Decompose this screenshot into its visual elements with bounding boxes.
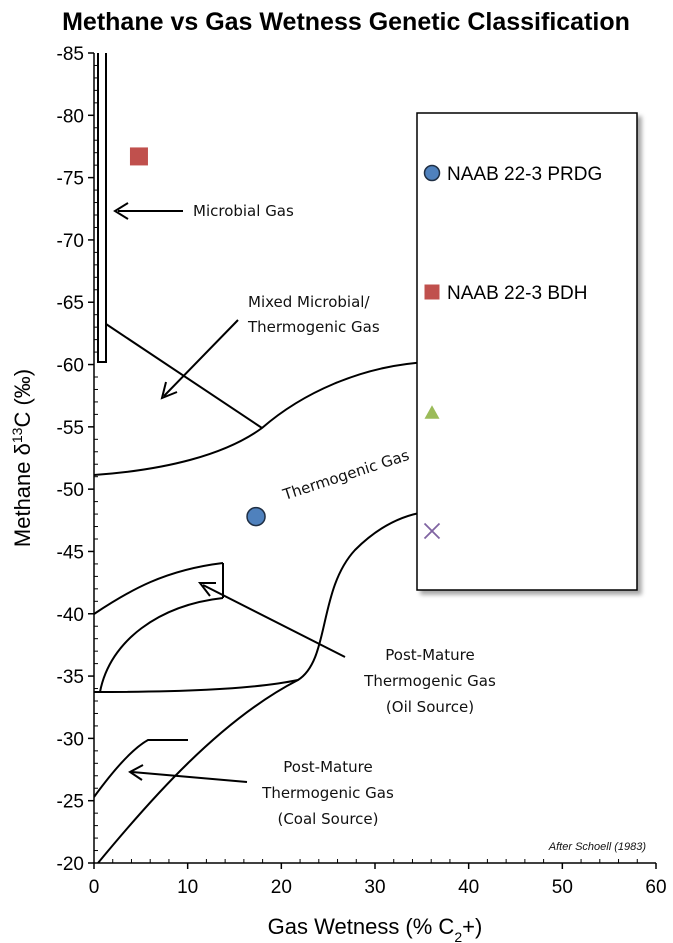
post-mature-oil-label-line3: (Oil Source) <box>386 698 474 716</box>
y-axis-label: Methane δ13C (‰) <box>9 369 35 547</box>
y-tick-label: -80 <box>57 106 84 127</box>
credit-note: After Schoell (1983) <box>548 841 647 853</box>
y-tick-label: -50 <box>57 480 84 501</box>
data-point-square <box>129 147 148 166</box>
x-tick-label: 40 <box>458 877 479 898</box>
thermogenic-upper-boundary <box>94 361 431 476</box>
microbial-gas-label: Microbial Gas <box>193 202 294 220</box>
x-tick-label: 0 <box>89 877 100 898</box>
legend-label: NAAB 22-3 PRDG <box>447 164 602 185</box>
y-tick-label: -25 <box>57 792 84 813</box>
mixed-arrow <box>163 319 239 397</box>
post-mature-coal-label-line3: (Coal Source) <box>277 810 378 828</box>
x-tick-label: 10 <box>177 877 198 898</box>
post-mature-coal-label-line1: Post-Mature <box>283 758 372 776</box>
mixed-label-line2: Thermogenic Gas <box>247 318 380 336</box>
legend-marker-square <box>424 284 440 300</box>
y-tick-label: -60 <box>57 356 84 377</box>
post-mature-oil-boundary-upper <box>94 562 224 615</box>
post-mature-oil-boundary-lower <box>99 597 224 693</box>
legend-marker-circle <box>423 164 441 182</box>
legend-marker-triangle <box>424 405 440 419</box>
chart-title: Methane vs Gas Wetness Genetic Classific… <box>62 8 630 36</box>
y-tick-label: -40 <box>57 605 84 626</box>
legend-box <box>416 112 638 591</box>
post-mature-oil-label-line1: Post-Mature <box>385 646 474 664</box>
data-point-circle <box>246 506 266 527</box>
axes: -85 -80 -75 -70 -65 -60 -55 -50 -45 -40 -35 -30 -25 -… <box>57 44 667 898</box>
legend-label: NAAB 22-3 BDH <box>447 283 587 304</box>
thermogenic-lower-boundary <box>94 511 426 693</box>
x-tick-label: 20 <box>271 877 292 898</box>
legend-marker-x <box>423 522 441 540</box>
post-mature-coal-boundary-lower <box>97 679 299 863</box>
post-mature-coal-boundary-upper <box>94 739 188 798</box>
y-tick-label: -55 <box>57 418 84 439</box>
x-tick-label: 50 <box>552 877 573 898</box>
legend: NAAB 22-3 PRDG NAAB 22-3 BDH <box>416 112 638 591</box>
y-tick-label: -30 <box>57 729 84 750</box>
post-mature-oil-arrow <box>202 584 346 658</box>
x-tick-label: 30 <box>364 877 385 898</box>
y-tick-label: -45 <box>57 542 84 563</box>
data-points <box>129 147 266 527</box>
y-tick-label: -65 <box>57 293 84 314</box>
post-mature-coal-label-line2: Thermogenic Gas <box>261 784 394 802</box>
x-axis-label: Gas Wetness (% C2+) <box>268 914 483 943</box>
y-tick-label: -85 <box>57 44 84 65</box>
post-mature-oil-label-line2: Thermogenic Gas <box>363 672 496 690</box>
y-tick-label: -20 <box>57 854 84 875</box>
y-tick-label: -75 <box>57 169 84 190</box>
x-tick-label: 60 <box>645 877 666 898</box>
post-mature-coal-arrow <box>131 771 248 783</box>
mixed-label-line1: Mixed Microbial/ <box>248 293 370 311</box>
y-tick-label: -35 <box>57 667 84 688</box>
microbial-field-boundary <box>97 53 107 363</box>
y-tick-label: -70 <box>57 231 84 252</box>
annotation-arrows <box>113 202 346 783</box>
